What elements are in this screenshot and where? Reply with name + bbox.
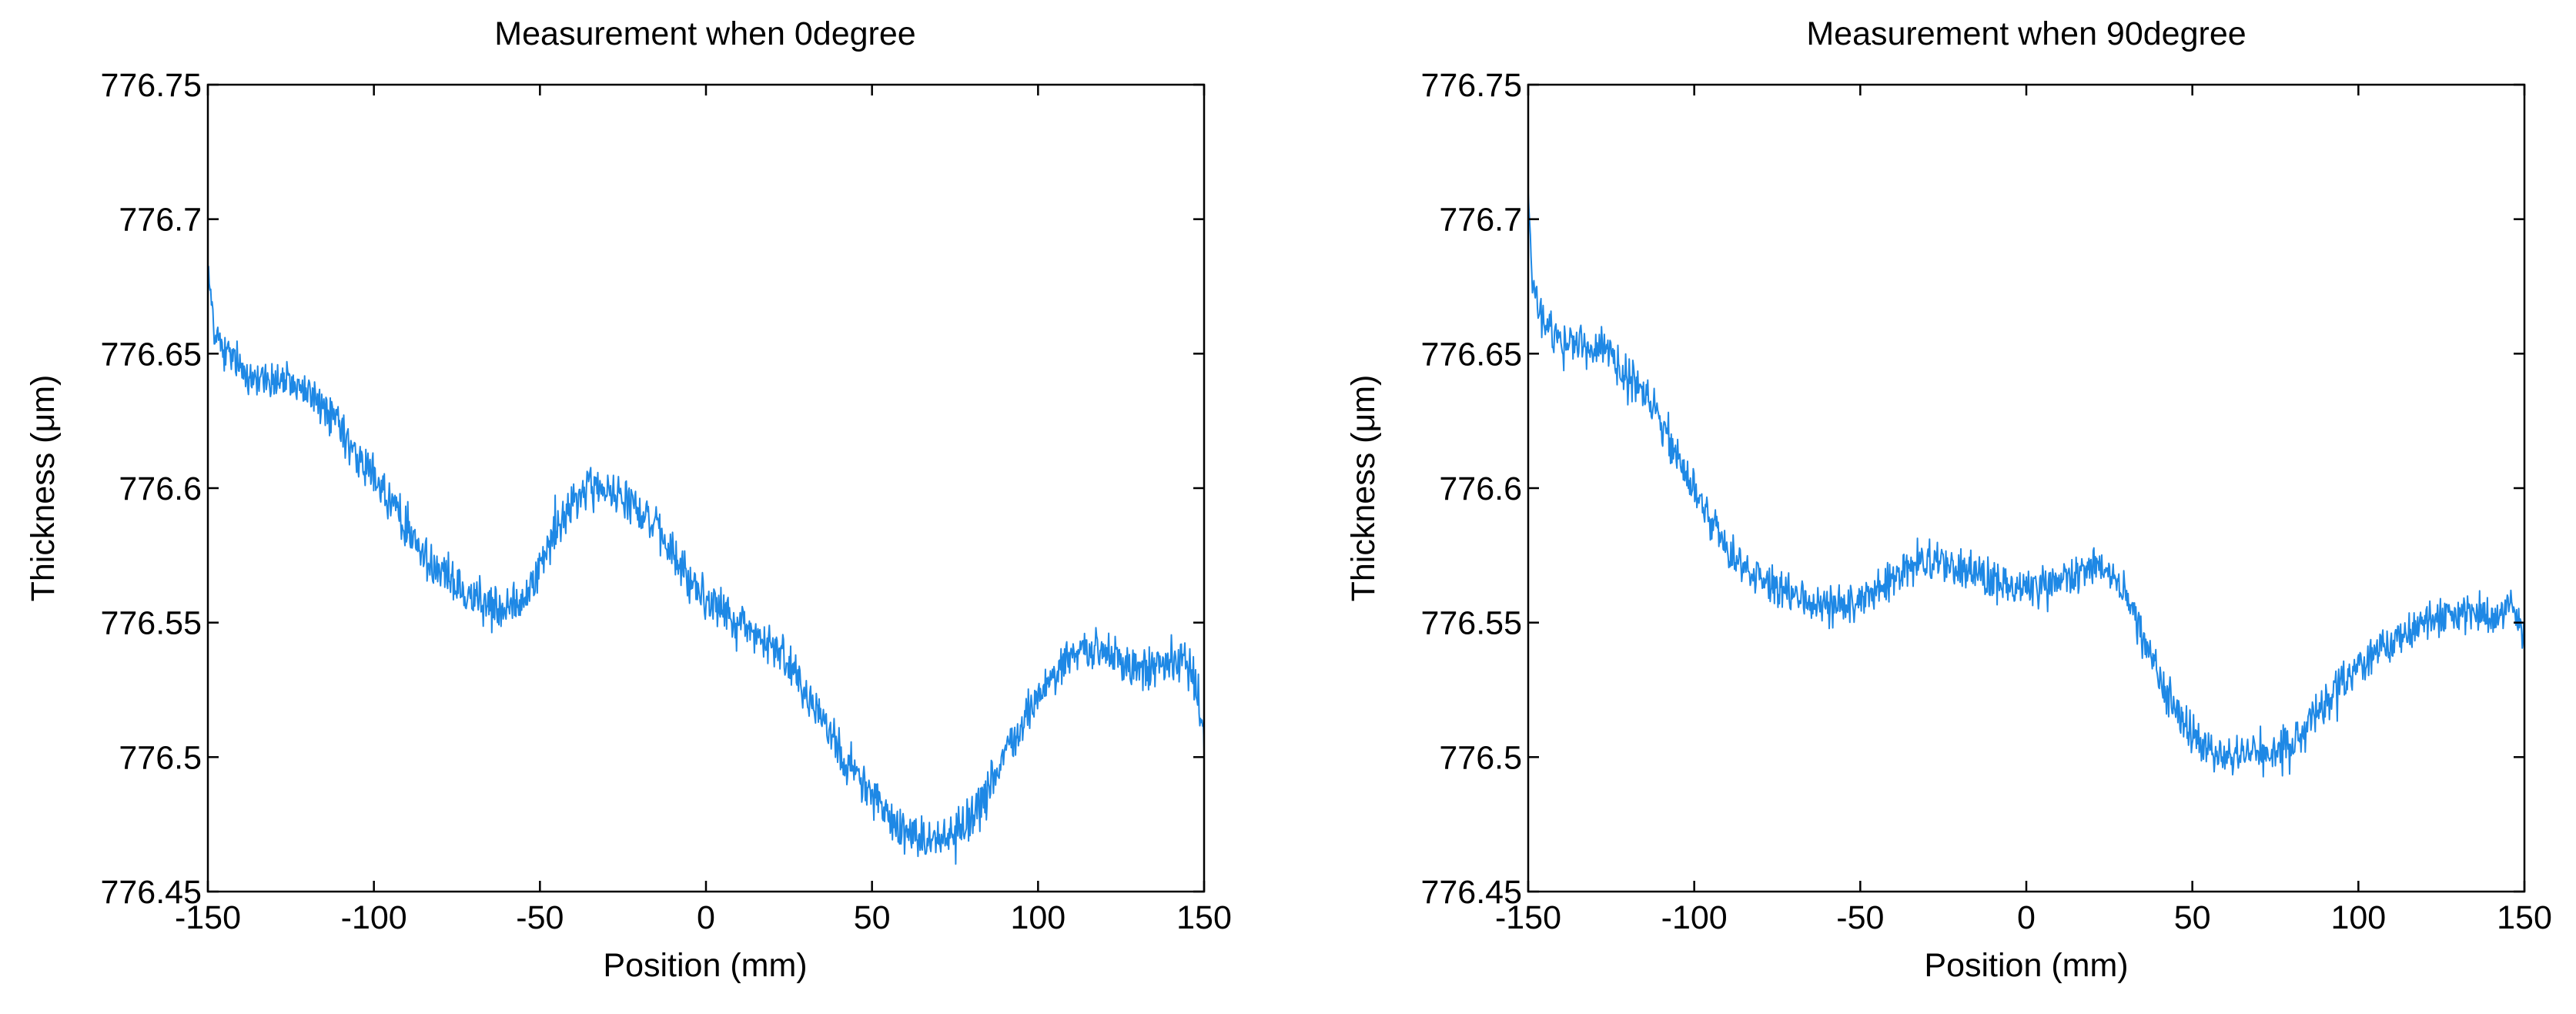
x-tick-label: 100 [2330,899,2386,936]
y-tick-label: 776.45 [100,874,202,911]
y-tick-label: 776.55 [1420,605,1522,642]
x-axis-label: Position (mm) [1924,947,2128,984]
y-tick-label: 776.65 [1420,336,1522,373]
y-axis-label: Thickness (μm) [1345,375,1382,602]
x-tick-label: -50 [1836,899,1884,936]
y-tick-label: 776.6 [119,470,202,507]
x-tick-label: 50 [854,899,891,936]
chart-panel-0deg: Measurement when 0degree -150 -100 -50 0 50 1… [25,15,1232,984]
plot-area: -150 -100 -50 0 50 100 150 776.45 776.5 776.55 776… [100,67,1231,936]
x-tick-label: -100 [1661,899,1728,936]
y-tick-label: 776.6 [1439,470,1522,507]
chart-title: Measurement when 0degree [494,15,915,52]
chart-title: Measurement when 90degree [1806,15,2246,52]
x-tick-label: 50 [2174,899,2211,936]
series-line-0 [207,266,1205,865]
x-tick-label: -100 [341,899,407,936]
y-tick-label: 776.45 [1420,874,1522,911]
y-tick-label: 776.55 [100,605,202,642]
x-tick-label: -50 [516,899,564,936]
y-axis-label: Thickness (μm) [25,375,62,602]
ticks-layer: -150 -100 -50 0 50 100 150 776.45 776.5 776.55 776… [100,67,1231,936]
chart-panel-90deg: Measurement when 90degree -150 -100 -50 0 50… [1345,15,2552,984]
y-tick-label: 776.5 [119,739,202,776]
series-line-0 [1527,192,2525,778]
y-tick-label: 776.65 [100,336,202,373]
x-tick-label: 150 [2497,899,2552,936]
y-tick-label: 776.75 [1420,67,1522,104]
x-tick-label: -150 [175,899,241,936]
y-tick-label: 776.7 [119,202,202,239]
y-tick-label: 776.5 [1439,739,1522,776]
y-tick-label: 776.7 [1439,202,1522,239]
series-layer [1527,192,2525,778]
x-tick-label: -150 [1495,899,1561,936]
plot-area: -150 -100 -50 0 50 100 150 776.45 776.5 776.55 776… [1420,67,2551,936]
x-tick-label: 0 [2017,899,2036,936]
y-tick-label: 776.75 [100,67,202,104]
x-tick-label: 100 [1010,899,1066,936]
x-tick-label: 0 [697,899,715,936]
x-tick-label: 150 [1176,899,1232,936]
ticks-layer: -150 -100 -50 0 50 100 150 776.45 776.5 776.55 776… [1420,67,2551,936]
series-layer [207,266,1205,865]
x-axis-label: Position (mm) [603,947,807,984]
